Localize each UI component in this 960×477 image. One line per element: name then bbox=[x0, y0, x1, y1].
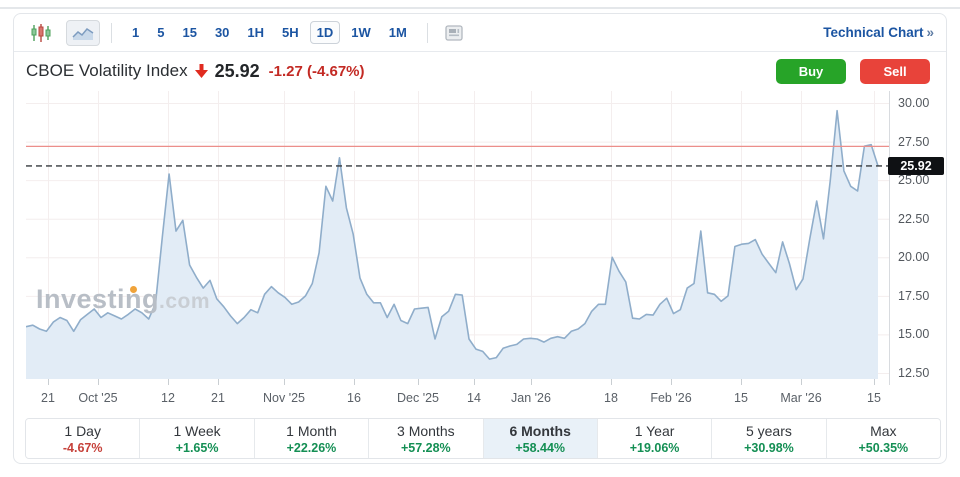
interval-15[interactable]: 15 bbox=[175, 21, 203, 44]
x-axis-label: 16 bbox=[347, 391, 361, 405]
tab-label: 1 Day bbox=[64, 423, 101, 439]
tab-change-value: +50.35% bbox=[858, 441, 909, 455]
watermark: Investing.com bbox=[36, 284, 211, 314]
chart-card: 1 5 15 30 1H 5H 1D 1W 1M Technical Chart» CBOE V… bbox=[13, 13, 947, 464]
sell-button[interactable]: Sell bbox=[860, 58, 930, 84]
chart-area: Investing.com 30.00 27.50 25.00 22.50 20.00 1… bbox=[14, 89, 944, 417]
tab-change-value: +19.06% bbox=[629, 441, 680, 455]
x-axis-label: 21 bbox=[211, 391, 225, 405]
buy-button[interactable]: Buy bbox=[776, 58, 846, 84]
toolbar-divider bbox=[426, 22, 428, 43]
tab-change-value: +57.28% bbox=[400, 441, 451, 455]
instrument-header: CBOE Volatility Index 25.92 -1.27 (-4.67… bbox=[14, 52, 946, 90]
y-axis-label: 12.50 bbox=[898, 365, 930, 380]
area-chart-icon[interactable] bbox=[66, 19, 100, 46]
double-chevron-icon: » bbox=[926, 25, 934, 40]
interval-1m[interactable]: 1M bbox=[382, 21, 414, 44]
price-change: -1.27 (-4.67%) bbox=[268, 62, 365, 80]
tab-label: 1 Month bbox=[286, 423, 337, 439]
tab-label: 1 Year bbox=[634, 423, 675, 439]
x-axis-label: 14 bbox=[467, 391, 481, 405]
y-axis-label: 25.00 bbox=[898, 173, 930, 188]
x-axis-label: Oct '25 bbox=[78, 391, 118, 405]
tab-label: 1 Week bbox=[173, 423, 221, 439]
interval-5h[interactable]: 5H bbox=[275, 21, 306, 44]
tab-change-value: +22.26% bbox=[286, 441, 337, 455]
x-axis-label: 21 bbox=[41, 391, 55, 405]
y-axis-label: 17.50 bbox=[898, 288, 930, 303]
performance-tabs: 1 Day -4.67% 1 Week +1.65% 1 Month +22.26% 3 M… bbox=[25, 418, 941, 459]
y-axis-label: 20.00 bbox=[898, 250, 930, 265]
tab-max[interactable]: Max +50.35% bbox=[826, 419, 940, 458]
y-axis-label: 27.50 bbox=[898, 134, 930, 149]
interval-1h[interactable]: 1H bbox=[240, 21, 271, 44]
interval-group: 1 5 15 30 1H 5H 1D 1W 1M bbox=[123, 21, 416, 44]
tab-1-month[interactable]: 1 Month +22.26% bbox=[254, 419, 370, 458]
news-summary-icon[interactable] bbox=[439, 20, 469, 46]
interval-1[interactable]: 1 bbox=[125, 21, 146, 44]
tab-label: 6 Months bbox=[509, 423, 571, 439]
x-axis-label: 12 bbox=[161, 391, 175, 405]
tab-change-value: +30.98% bbox=[744, 441, 794, 455]
last-price: 25.92 bbox=[214, 60, 260, 81]
tab-5-years[interactable]: 5 years +30.98% bbox=[712, 419, 827, 458]
down-arrow-icon bbox=[194, 64, 208, 78]
x-axis-label: 15 bbox=[867, 391, 881, 405]
toolbar-divider bbox=[111, 22, 112, 43]
current-price-badge: 25.92 bbox=[888, 156, 944, 175]
page-title: CBOE Volatility Index bbox=[26, 61, 188, 80]
tab-1-week[interactable]: 1 Week +1.65% bbox=[140, 419, 255, 458]
tab-change-value: +1.65% bbox=[175, 441, 219, 455]
tab-1-day[interactable]: 1 Day -4.67% bbox=[26, 419, 141, 458]
price-plot[interactable] bbox=[26, 91, 890, 387]
x-axis-label: Nov '25 bbox=[263, 391, 305, 405]
y-axis-label: 22.50 bbox=[898, 211, 930, 226]
x-axis-label: 15 bbox=[734, 391, 748, 405]
interval-1w[interactable]: 1W bbox=[344, 21, 378, 44]
x-axis-label: Jan '26 bbox=[511, 391, 551, 405]
watermark-dot-icon bbox=[130, 286, 137, 293]
x-axis-label: Mar '26 bbox=[780, 391, 822, 405]
x-axis-label: Feb '26 bbox=[650, 391, 692, 405]
interval-1d[interactable]: 1D bbox=[309, 21, 341, 44]
tab-label: Max bbox=[870, 423, 897, 439]
tab-3-months[interactable]: 3 Months +57.28% bbox=[369, 419, 484, 458]
tab-6-months[interactable]: 6 Months +58.44% bbox=[483, 419, 598, 458]
x-axis-label: 18 bbox=[604, 391, 618, 405]
tab-label: 3 Months bbox=[397, 423, 455, 439]
chart-toolbar: 1 5 15 30 1H 5H 1D 1W 1M Technical Chart» bbox=[14, 14, 946, 52]
interval-5[interactable]: 5 bbox=[150, 21, 171, 44]
interval-30[interactable]: 30 bbox=[208, 21, 236, 44]
tab-1-year[interactable]: 1 Year +19.06% bbox=[597, 419, 713, 458]
page-top-divider bbox=[0, 7, 960, 9]
tab-change-value: -4.67% bbox=[62, 441, 103, 455]
tab-label: 5 years bbox=[745, 423, 792, 439]
y-axis-label: 30.00 bbox=[898, 96, 930, 111]
tab-change-value: +58.44% bbox=[515, 441, 566, 455]
y-axis-label: 15.00 bbox=[898, 327, 930, 342]
technical-chart-link[interactable]: Technical Chart» bbox=[823, 25, 934, 40]
candlestick-icon[interactable] bbox=[26, 20, 56, 46]
x-axis-label: Dec '25 bbox=[397, 391, 439, 405]
